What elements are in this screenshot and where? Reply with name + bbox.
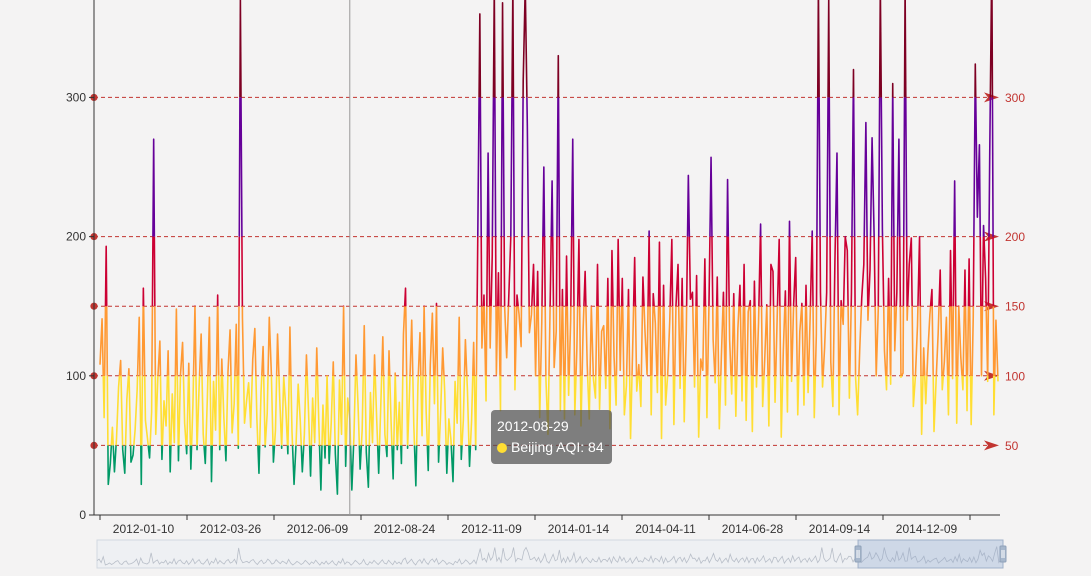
x-tick-label: 2012-06-09	[287, 522, 349, 536]
y-tick-label: 200	[66, 230, 86, 244]
x-tick-label: 2012-08-24	[374, 522, 436, 536]
series-line-segment	[99, 306, 999, 376]
series-layer	[99, 0, 999, 495]
tooltip-title: 2012-08-29	[497, 418, 569, 434]
mark-line-label: 200	[1005, 230, 1025, 244]
zoom-preview-line	[96, 546, 1004, 567]
mark-line-label: 300	[1005, 91, 1025, 105]
mark-line-150: 150	[90, 300, 1025, 314]
mark-line-label: 100	[1005, 369, 1025, 383]
y-tick-label: 300	[66, 90, 86, 104]
zoom-track[interactable]	[96, 539, 1004, 569]
mark-line-end-arrow	[984, 231, 999, 242]
mark-line-label: 150	[1005, 300, 1025, 314]
zoom-handle-start[interactable]	[854, 545, 862, 563]
tooltip-row: Beijing AQI: 84	[497, 437, 604, 458]
zoom-window[interactable]	[857, 539, 1004, 569]
x-tick-label: 2012-11-09	[461, 522, 522, 536]
series-band-1	[102, 375, 999, 446]
x-tick-label: 2014-12-09	[896, 522, 958, 536]
series-band-2	[99, 306, 999, 376]
tooltip-marker	[497, 443, 507, 453]
mark-line-300: 300	[90, 91, 1025, 105]
mark-line-end-arrow	[984, 440, 999, 451]
axes: 0 100 200 300 2012-01-10 2012-03-26 2012-06-09…	[66, 0, 1000, 536]
zoom-handle-end[interactable]	[999, 545, 1007, 563]
x-tick-label: 2012-03-26	[200, 522, 262, 536]
x-tick-label: 2012-01-10	[113, 522, 175, 536]
x-tick-label: 2014-01-14	[548, 522, 610, 536]
mark-line-200: 200	[90, 230, 1025, 244]
y-tick-label: 100	[66, 369, 86, 383]
mark-line-end-arrow	[984, 92, 999, 103]
tooltip-series-label: Beijing AQI: 84	[511, 439, 604, 455]
data-zoom-slider[interactable]	[96, 539, 1007, 569]
zoom-handle-grip[interactable]	[854, 545, 862, 563]
x-tick-label: 2014-04-11	[635, 522, 696, 536]
x-tick-label: 2014-06-28	[722, 522, 784, 536]
series-line-segment	[102, 375, 999, 446]
mark-line-label: 50	[1005, 439, 1019, 453]
chart-tooltip: 2012-08-29 Beijing AQI: 84	[491, 410, 612, 464]
x-tick-label: 2014-09-14	[809, 522, 871, 536]
zoom-handle-grip[interactable]	[999, 545, 1007, 563]
y-tick-label: 0	[79, 508, 86, 522]
